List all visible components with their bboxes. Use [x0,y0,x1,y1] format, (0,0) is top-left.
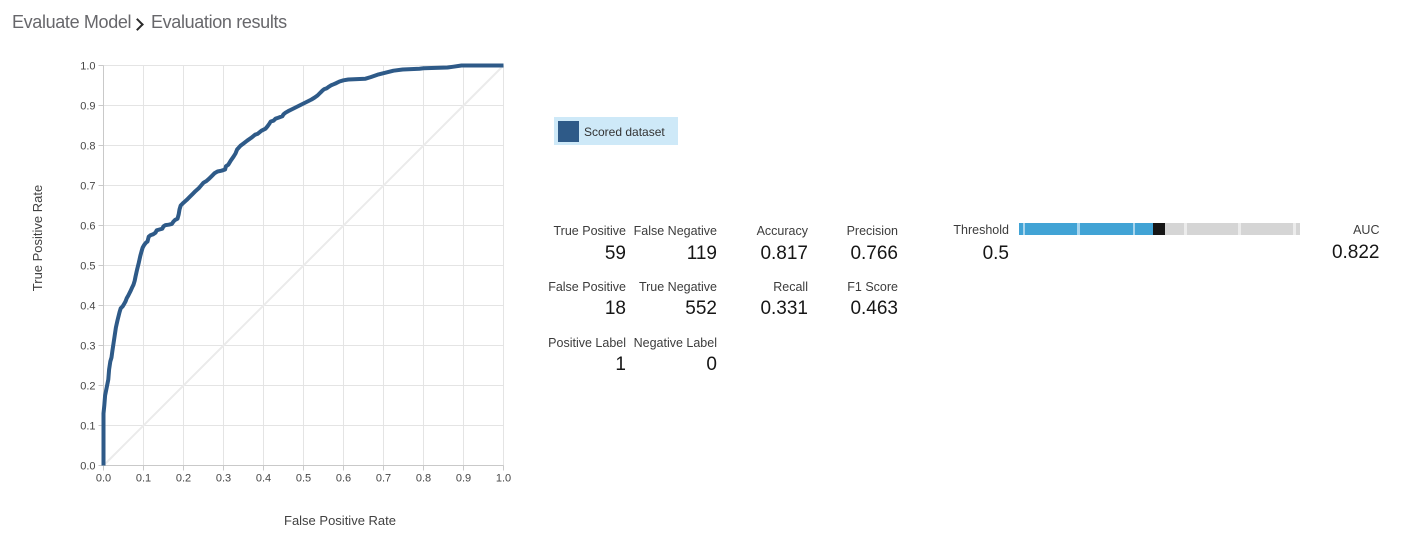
svg-text:0.7: 0.7 [376,473,391,485]
svg-text:0.4: 0.4 [80,301,95,313]
svg-text:False Positive Rate: False Positive Rate [284,513,396,528]
svg-text:0.3: 0.3 [216,473,231,485]
svg-text:0.3: 0.3 [80,341,95,353]
svg-text:0.5: 0.5 [296,473,311,485]
svg-text:0.1: 0.1 [80,421,95,433]
svg-text:0.6: 0.6 [80,221,95,233]
svg-text:0.5: 0.5 [80,261,95,273]
svg-text:True Positive Rate: True Positive Rate [30,185,45,291]
svg-text:0.2: 0.2 [80,381,95,393]
svg-text:1.0: 1.0 [80,61,95,73]
svg-text:0.0: 0.0 [96,473,111,485]
svg-text:0.9: 0.9 [456,473,471,485]
svg-text:0.8: 0.8 [80,141,95,153]
svg-text:1.0: 1.0 [496,473,511,485]
svg-text:0.9: 0.9 [80,101,95,113]
svg-text:0.2: 0.2 [176,473,191,485]
svg-text:0.7: 0.7 [80,181,95,193]
svg-text:0.1: 0.1 [136,473,151,485]
svg-text:0.4: 0.4 [256,473,271,485]
svg-text:0.6: 0.6 [336,473,351,485]
svg-text:0.8: 0.8 [416,473,431,485]
svg-text:0.0: 0.0 [80,461,95,473]
